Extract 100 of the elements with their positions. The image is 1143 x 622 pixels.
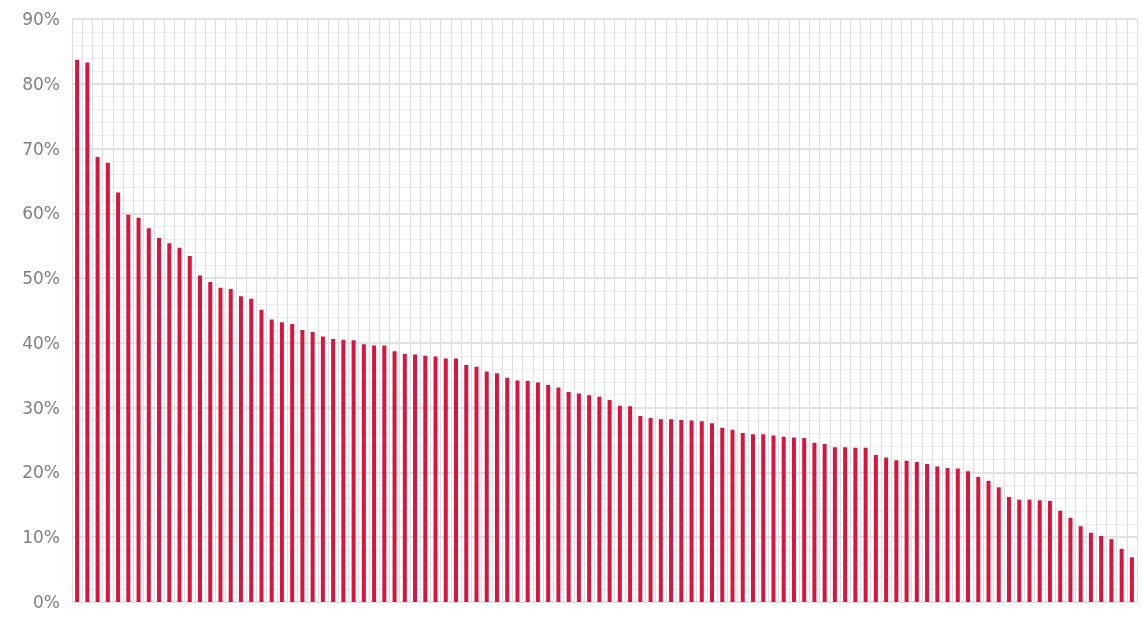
bar (423, 355, 428, 602)
bar (638, 416, 643, 602)
bar (976, 476, 981, 602)
bar (351, 340, 356, 602)
bar (515, 380, 520, 602)
bar (1037, 500, 1042, 602)
bar (167, 243, 172, 602)
bar (392, 351, 397, 602)
bar (525, 381, 530, 602)
bar (750, 434, 755, 602)
bar (1099, 535, 1104, 602)
bar (218, 287, 223, 602)
bar (105, 162, 110, 602)
y-tick-label: 40% (22, 332, 60, 353)
bar (843, 447, 848, 602)
bar (290, 324, 295, 602)
bar (228, 289, 233, 602)
bar (269, 319, 274, 602)
bar (136, 217, 141, 602)
bar (126, 214, 131, 602)
y-tick-label: 20% (22, 462, 60, 483)
bar (1047, 500, 1052, 602)
bar (320, 336, 325, 602)
bar (904, 460, 909, 602)
bar (198, 275, 202, 602)
bar (832, 447, 837, 602)
bar (914, 462, 919, 602)
bar (607, 399, 612, 602)
bar (1068, 517, 1073, 602)
bar (761, 434, 766, 602)
bar (433, 356, 438, 602)
bar (966, 471, 971, 602)
y-tick-label: 0% (33, 592, 60, 612)
bar (996, 487, 1001, 602)
bar (1027, 499, 1032, 602)
bar (771, 435, 776, 602)
bar (853, 447, 858, 602)
bar (505, 377, 510, 602)
bar (1017, 499, 1022, 602)
bar (710, 423, 715, 602)
bar (85, 62, 90, 602)
bar (730, 429, 735, 602)
bar (986, 480, 991, 602)
bar (802, 438, 807, 602)
bar (1129, 557, 1134, 602)
bar (474, 366, 479, 602)
bar (341, 339, 346, 602)
bar (75, 59, 80, 602)
bar (413, 354, 418, 602)
bar (300, 329, 305, 602)
bar (720, 427, 725, 602)
bar (1078, 526, 1083, 602)
bar (454, 358, 459, 602)
bar (259, 309, 264, 602)
bar (791, 437, 796, 602)
bar (556, 387, 561, 602)
bar (382, 345, 387, 602)
y-tick-label: 10% (22, 527, 60, 548)
bar (566, 392, 571, 602)
bar (658, 419, 663, 602)
bar (597, 396, 602, 602)
y-tick-label: 80% (22, 73, 60, 94)
bar (402, 353, 407, 602)
bar (208, 282, 213, 602)
y-tick-label: 60% (22, 203, 60, 224)
bar (935, 466, 940, 602)
bar (361, 344, 366, 602)
bar (146, 228, 151, 602)
bar (576, 393, 581, 602)
bar (628, 406, 633, 602)
bar (812, 442, 817, 602)
bar (310, 331, 315, 602)
bar (372, 345, 377, 602)
bar (617, 405, 622, 602)
bar (822, 443, 827, 602)
bar (249, 298, 254, 602)
bar (648, 418, 653, 602)
bar (699, 421, 704, 602)
bar (781, 436, 786, 602)
bar (863, 447, 868, 602)
bar (925, 464, 930, 602)
bar (884, 457, 889, 602)
bar (238, 296, 243, 602)
bar (894, 460, 899, 602)
bar (679, 419, 684, 602)
bar (955, 468, 960, 602)
y-tick-label: 90% (22, 9, 60, 29)
bar (177, 247, 182, 602)
bar (873, 454, 878, 602)
bar (494, 373, 499, 602)
bar (546, 384, 551, 602)
bar (116, 192, 121, 602)
bar (945, 467, 950, 602)
y-tick-label: 70% (22, 138, 60, 159)
y-tick-label: 30% (22, 397, 60, 418)
bar (1088, 532, 1093, 602)
bar (1109, 539, 1114, 602)
bar (484, 371, 489, 602)
bar (464, 364, 469, 602)
bar (443, 358, 448, 602)
